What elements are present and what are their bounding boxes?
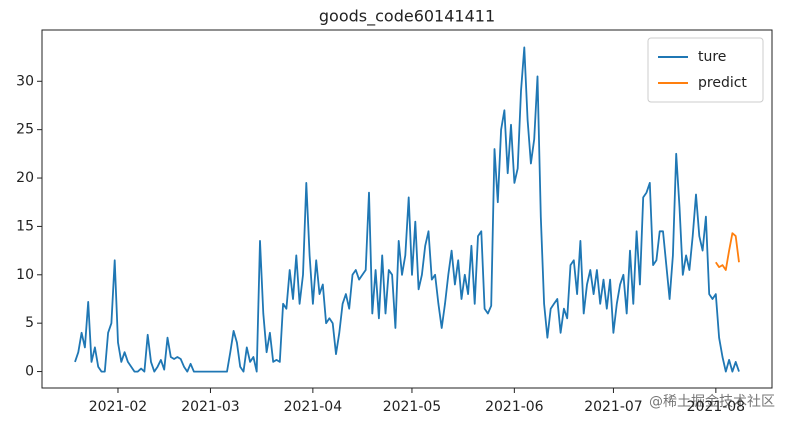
line — [74, 46, 740, 373]
chart-title: goods_code60141411 — [319, 7, 495, 27]
x-tick-label: 2021-04 — [284, 399, 343, 415]
legend-box — [647, 37, 764, 103]
legend-label: predict — [698, 75, 747, 91]
y-tick-label: 30 — [16, 73, 34, 89]
legend-label: ture — [698, 49, 726, 65]
y-tick-label: 20 — [16, 170, 34, 186]
x-tick-label: 2021-05 — [383, 399, 442, 415]
x-tick-label: 2021-08 — [687, 399, 746, 415]
y-tick-label: 5 — [25, 315, 34, 331]
y-tick-label: 10 — [16, 267, 34, 283]
x-tick-label: 2021-02 — [89, 399, 148, 415]
x-tick-label: 2021-07 — [584, 399, 643, 415]
plot-frame — [41, 29, 773, 389]
y-tick-label: 25 — [16, 122, 34, 138]
y-tick-label: 0 — [25, 364, 34, 380]
x-tick-label: 2021-06 — [485, 399, 544, 415]
watermark: @稀土掘金技术社区 — [649, 394, 775, 410]
line — [715, 232, 740, 271]
x-tick-label: 2021-03 — [181, 399, 240, 415]
y-tick-label: 15 — [16, 218, 34, 234]
